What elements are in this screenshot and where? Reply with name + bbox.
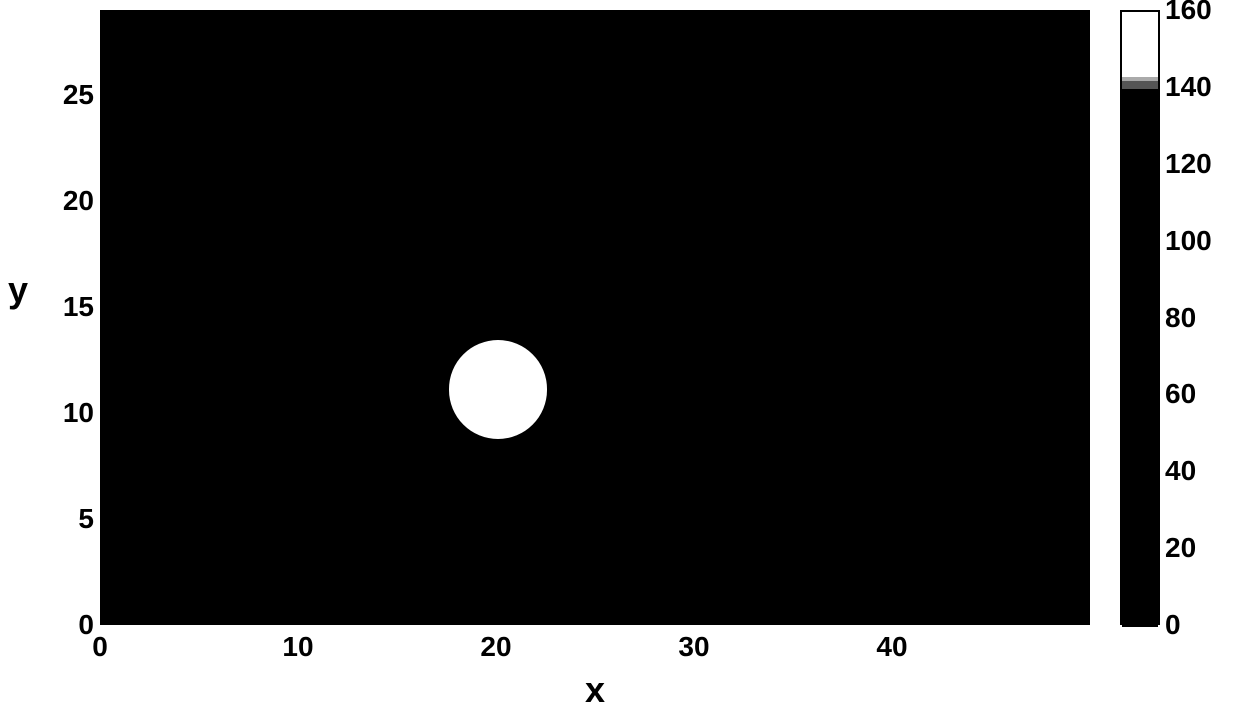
- colorbar-tick-label: 140: [1165, 71, 1212, 103]
- colorbar-tick-label: 120: [1165, 148, 1212, 180]
- colorbar-tick-label: 160: [1165, 0, 1212, 26]
- x-tick-label: 10: [282, 631, 313, 663]
- y-axis-label: y: [8, 269, 28, 311]
- plot-area: [100, 10, 1090, 625]
- y-tick-label: 5: [78, 503, 94, 535]
- x-axis-label: x: [585, 669, 605, 711]
- colorbar-segment: [1122, 77, 1158, 81]
- y-tick-label: 20: [63, 185, 94, 217]
- colorbar-ticks: 020406080100120140160: [1165, 10, 1235, 625]
- y-tick-label: 15: [63, 291, 94, 323]
- colorbar-segment: [1122, 89, 1158, 627]
- x-axis: x 010203040: [100, 625, 1090, 695]
- x-tick-label: 20: [480, 631, 511, 663]
- colorbar-segment: [1122, 81, 1158, 89]
- colorbar-segment: [1122, 12, 1158, 77]
- colorbar-tick-label: 80: [1165, 302, 1196, 334]
- colorbar-tick-label: 60: [1165, 378, 1196, 410]
- colorbar-tick-label: 0: [1165, 609, 1181, 641]
- colorbar-tick-label: 100: [1165, 225, 1212, 257]
- y-tick-label: 25: [63, 79, 94, 111]
- colorbar-tick-label: 40: [1165, 455, 1196, 487]
- y-axis: 0510152025: [40, 10, 100, 625]
- colorbar-tick-label: 20: [1165, 532, 1196, 564]
- colorbar: [1120, 10, 1160, 625]
- y-tick-label: 10: [63, 397, 94, 429]
- x-tick-label: 30: [678, 631, 709, 663]
- x-tick-label: 40: [876, 631, 907, 663]
- x-tick-label: 0: [92, 631, 108, 663]
- data-circle: [449, 340, 547, 438]
- plot-container: [100, 10, 1090, 625]
